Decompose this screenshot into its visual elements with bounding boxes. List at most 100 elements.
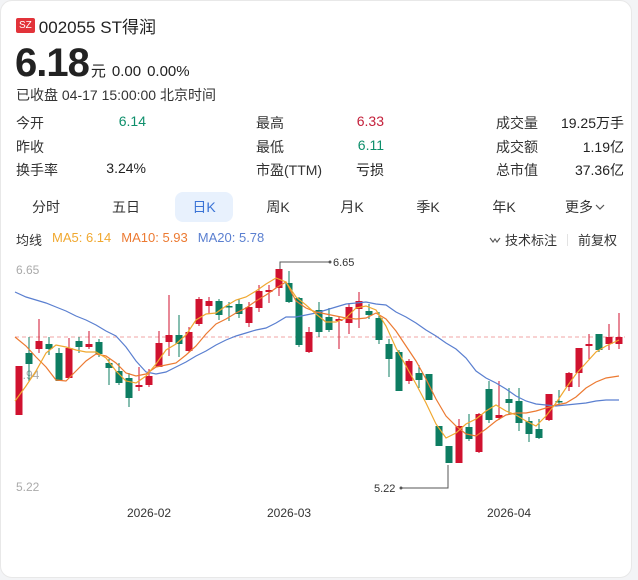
candle bbox=[35, 341, 43, 349]
candle bbox=[55, 353, 63, 381]
stat-value-open: 6.14 bbox=[118, 113, 146, 129]
price-row: 6.18 元 0.00 0.00% bbox=[15, 41, 196, 86]
candle bbox=[415, 373, 423, 380]
x-tick-apr: 2026-04 bbox=[487, 506, 532, 520]
candle bbox=[15, 366, 23, 415]
candle bbox=[175, 335, 183, 344]
candle bbox=[165, 335, 173, 342]
kline-chart[interactable]: 6.65 5.22 bbox=[1, 251, 633, 531]
y-tick-high: 6.65 bbox=[16, 263, 40, 277]
candle bbox=[285, 283, 293, 302]
candle bbox=[445, 446, 453, 463]
candle bbox=[385, 344, 393, 359]
tab-yearly-k[interactable]: 年K bbox=[492, 199, 516, 215]
candle bbox=[105, 363, 113, 368]
candles bbox=[15, 269, 623, 463]
candle bbox=[225, 306, 233, 308]
ma20-line bbox=[14, 291, 619, 407]
stat-label-amount: 成交额 bbox=[496, 139, 538, 155]
tab-intraday[interactable]: 分时 bbox=[32, 199, 60, 215]
stat-label-turnover: 换手率 bbox=[16, 162, 58, 178]
ma10-line bbox=[14, 281, 620, 437]
stat-label-open: 今开 bbox=[16, 115, 44, 131]
candle bbox=[455, 426, 463, 463]
candle bbox=[555, 401, 563, 403]
ma20-value: MA20: 5.78 bbox=[197, 230, 265, 245]
annotate-label: 技术标注 bbox=[504, 233, 557, 248]
ma-legend: 均线 MA5: 6.14 MA10: 5.93 MA20: 5.78 bbox=[16, 230, 264, 249]
candle bbox=[295, 298, 303, 345]
candle bbox=[275, 269, 283, 288]
candle bbox=[205, 301, 213, 306]
candle bbox=[355, 301, 363, 309]
candle bbox=[565, 373, 573, 387]
candle bbox=[85, 344, 93, 347]
candle bbox=[525, 421, 533, 434]
ma5-line bbox=[14, 277, 620, 439]
y-tick-low: 5.22 bbox=[16, 480, 40, 494]
candle bbox=[315, 310, 323, 332]
stat-label-prev-close: 昨收 bbox=[16, 139, 44, 155]
ma-label: 均线 bbox=[16, 233, 43, 248]
candle bbox=[535, 429, 543, 438]
tab-daily-k[interactable]: 日K bbox=[175, 192, 233, 222]
candle bbox=[155, 343, 163, 367]
candle bbox=[185, 332, 193, 351]
ma5-value: MA5: 6.14 bbox=[52, 230, 112, 245]
candle bbox=[495, 415, 503, 418]
annotation-icon bbox=[489, 237, 501, 243]
svg-text:5.22: 5.22 bbox=[374, 483, 395, 495]
candle bbox=[335, 319, 343, 321]
stat-value-low: 6.11 bbox=[357, 137, 384, 153]
candle bbox=[25, 353, 33, 364]
title-row: SZ 002055 ST得润 bbox=[16, 13, 156, 38]
candle bbox=[595, 334, 603, 350]
chart-tools: 技术标注 前复权 bbox=[489, 230, 617, 249]
tab-five-day[interactable]: 五日 bbox=[112, 199, 140, 215]
candle bbox=[215, 301, 223, 315]
candle bbox=[265, 290, 273, 292]
tab-weekly-k[interactable]: 周K bbox=[266, 199, 290, 215]
tab-quarterly-k[interactable]: 季K bbox=[416, 199, 440, 215]
x-tick-feb: 2026-02 bbox=[127, 506, 172, 520]
stat-value-amount: 1.19亿 bbox=[582, 139, 624, 155]
price-change-pct: 0.00% bbox=[147, 63, 190, 80]
stat-value-turnover: 3.24% bbox=[106, 160, 146, 176]
candle bbox=[375, 318, 383, 340]
stat-label-market-cap: 总市值 bbox=[496, 162, 538, 178]
annotate-button[interactable]: 技术标注 bbox=[489, 230, 557, 249]
candle bbox=[585, 344, 593, 346]
stock-title: 002055 ST得润 bbox=[38, 18, 156, 37]
ma10-value: MA10: 5.93 bbox=[121, 230, 188, 245]
candle bbox=[435, 426, 443, 446]
adjust-button[interactable]: 前复权 bbox=[577, 233, 617, 248]
stat-label-volume: 成交量 bbox=[496, 115, 538, 131]
stat-label-high: 最高 bbox=[256, 115, 284, 131]
candle bbox=[65, 348, 73, 378]
candle bbox=[425, 374, 433, 400]
stat-label-low: 最低 bbox=[256, 139, 284, 155]
candle bbox=[235, 304, 243, 314]
candle bbox=[475, 414, 483, 452]
svg-text:6.65: 6.65 bbox=[333, 257, 354, 269]
stat-value-market-cap: 37.36亿 bbox=[574, 162, 624, 178]
candle bbox=[605, 337, 613, 344]
candle bbox=[365, 311, 373, 315]
tab-monthly-k[interactable]: 月K bbox=[340, 199, 364, 215]
candle bbox=[195, 299, 203, 324]
candle bbox=[305, 332, 313, 352]
exchange-badge: SZ bbox=[16, 18, 35, 33]
max-annotation: 6.65 bbox=[279, 257, 354, 269]
candle bbox=[135, 385, 143, 387]
candle bbox=[145, 376, 153, 385]
tab-more[interactable]: 更多 bbox=[555, 192, 615, 222]
candle bbox=[95, 342, 103, 354]
candle bbox=[125, 378, 133, 398]
candle bbox=[45, 344, 53, 349]
period-tabs: 分时 五日 日K 周K 月K 季K 年K 更多 bbox=[15, 192, 625, 222]
candle bbox=[325, 317, 333, 330]
stat-value-volume: 19.25万手 bbox=[560, 115, 624, 131]
x-tick-mar: 2026-03 bbox=[267, 506, 312, 520]
tab-more-label: 更多 bbox=[565, 199, 593, 215]
